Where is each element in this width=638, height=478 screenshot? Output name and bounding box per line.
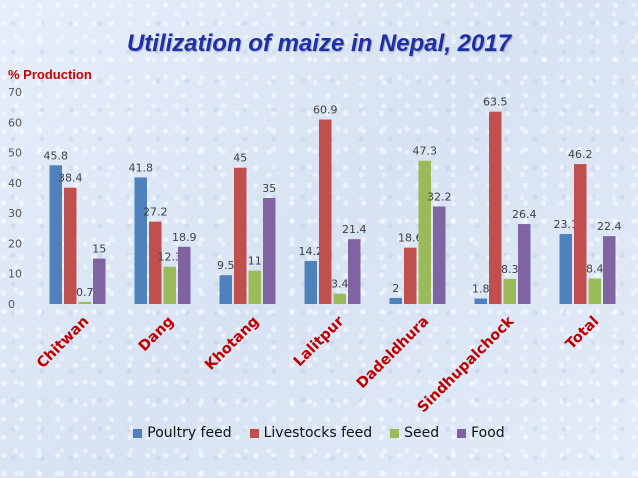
data-label: 45 <box>233 152 247 165</box>
bar <box>348 239 361 304</box>
bar <box>134 177 147 304</box>
data-label: 14.2 <box>299 245 324 258</box>
data-label: 8.4 <box>586 263 604 276</box>
data-label: 0.7 <box>76 286 94 299</box>
bar <box>574 164 587 304</box>
bar <box>219 275 232 304</box>
legend-label: Food <box>471 425 505 441</box>
data-label: 38.4 <box>58 172 83 185</box>
data-label: 3.4 <box>331 278 349 291</box>
data-label: 46.2 <box>568 148 593 161</box>
data-label: 21.4 <box>342 223 367 236</box>
bar <box>404 247 417 304</box>
bar <box>333 293 346 304</box>
bar <box>178 246 191 304</box>
legend-item: Poultry feed <box>133 425 232 441</box>
legend-item: Food <box>457 425 505 441</box>
data-label: 8.3 <box>501 263 519 276</box>
bar <box>49 165 62 304</box>
legend-swatch <box>390 428 400 438</box>
data-label: 32.2 <box>427 190 452 203</box>
y-axis-label: % Production <box>8 67 92 82</box>
legend-item: Livestocks feed <box>249 425 373 441</box>
data-label: 27.2 <box>143 206 168 219</box>
data-label: 22.4 <box>597 220 622 233</box>
legend-swatch <box>457 428 467 438</box>
x-tick-label: Dadeldhura <box>354 314 432 392</box>
legend-label: Seed <box>404 425 440 441</box>
y-tick-label: 10 <box>8 268 22 281</box>
y-tick-label: 30 <box>8 207 22 220</box>
data-label: 1.8 <box>472 283 490 296</box>
bar <box>163 266 176 304</box>
data-label: 26.4 <box>512 208 537 221</box>
data-label: 63.5 <box>483 96 508 109</box>
bar <box>319 119 332 304</box>
bar <box>559 234 572 304</box>
bar <box>489 111 502 304</box>
bar <box>518 224 531 304</box>
bar <box>248 270 261 304</box>
bar <box>234 167 247 304</box>
chart-title: Utilization of maize in Nepal, 2017 <box>126 30 512 57</box>
data-label: 18.9 <box>172 231 197 244</box>
data-label: 23.1 <box>554 218 579 231</box>
bar <box>389 297 402 304</box>
bar <box>78 301 91 304</box>
data-label: 45.8 <box>44 149 69 162</box>
bar <box>588 278 601 304</box>
legend-swatch <box>249 428 259 438</box>
bar <box>418 160 431 304</box>
data-label: 12.3 <box>158 251 183 264</box>
legend-label: Livestocks feed <box>263 425 373 441</box>
bar <box>433 206 446 304</box>
y-tick-label: 50 <box>8 147 22 160</box>
legend-label: Poultry feed <box>147 425 232 441</box>
bar <box>263 198 276 304</box>
bar <box>304 260 317 304</box>
bar <box>503 278 516 304</box>
data-label: 35 <box>262 182 276 195</box>
x-tick-label: Total <box>563 314 602 353</box>
x-tick-label: Lalitpur <box>291 313 348 370</box>
bar <box>149 221 162 304</box>
x-tick-label: Khotang <box>202 314 262 374</box>
data-label: 11 <box>248 255 262 268</box>
legend-swatch <box>133 428 143 438</box>
y-tick-label: 70 <box>8 86 22 99</box>
y-tick-label: 40 <box>8 177 22 190</box>
data-label: 15 <box>92 243 106 256</box>
bar <box>64 187 77 304</box>
legend: Poultry feed Livestocks feed Seed Food <box>0 425 638 441</box>
data-label: 60.9 <box>313 104 338 117</box>
bar <box>603 236 616 304</box>
data-label: 47.3 <box>413 145 438 158</box>
y-tick-label: 20 <box>8 237 22 250</box>
data-label: 18.6 <box>398 232 423 245</box>
bar <box>93 258 106 304</box>
y-tick-label: 0 <box>8 298 15 311</box>
data-label: 2 <box>392 282 399 295</box>
x-tick-label: Sindhupalchock <box>415 313 518 416</box>
data-label: 41.8 <box>129 161 154 174</box>
legend-item: Seed <box>390 425 439 441</box>
x-tick-label: Dang <box>136 314 177 355</box>
bar <box>474 298 487 304</box>
y-tick-label: 60 <box>8 116 22 129</box>
data-label: 9.5 <box>217 259 235 272</box>
x-tick-label: Chitwan <box>34 314 92 372</box>
